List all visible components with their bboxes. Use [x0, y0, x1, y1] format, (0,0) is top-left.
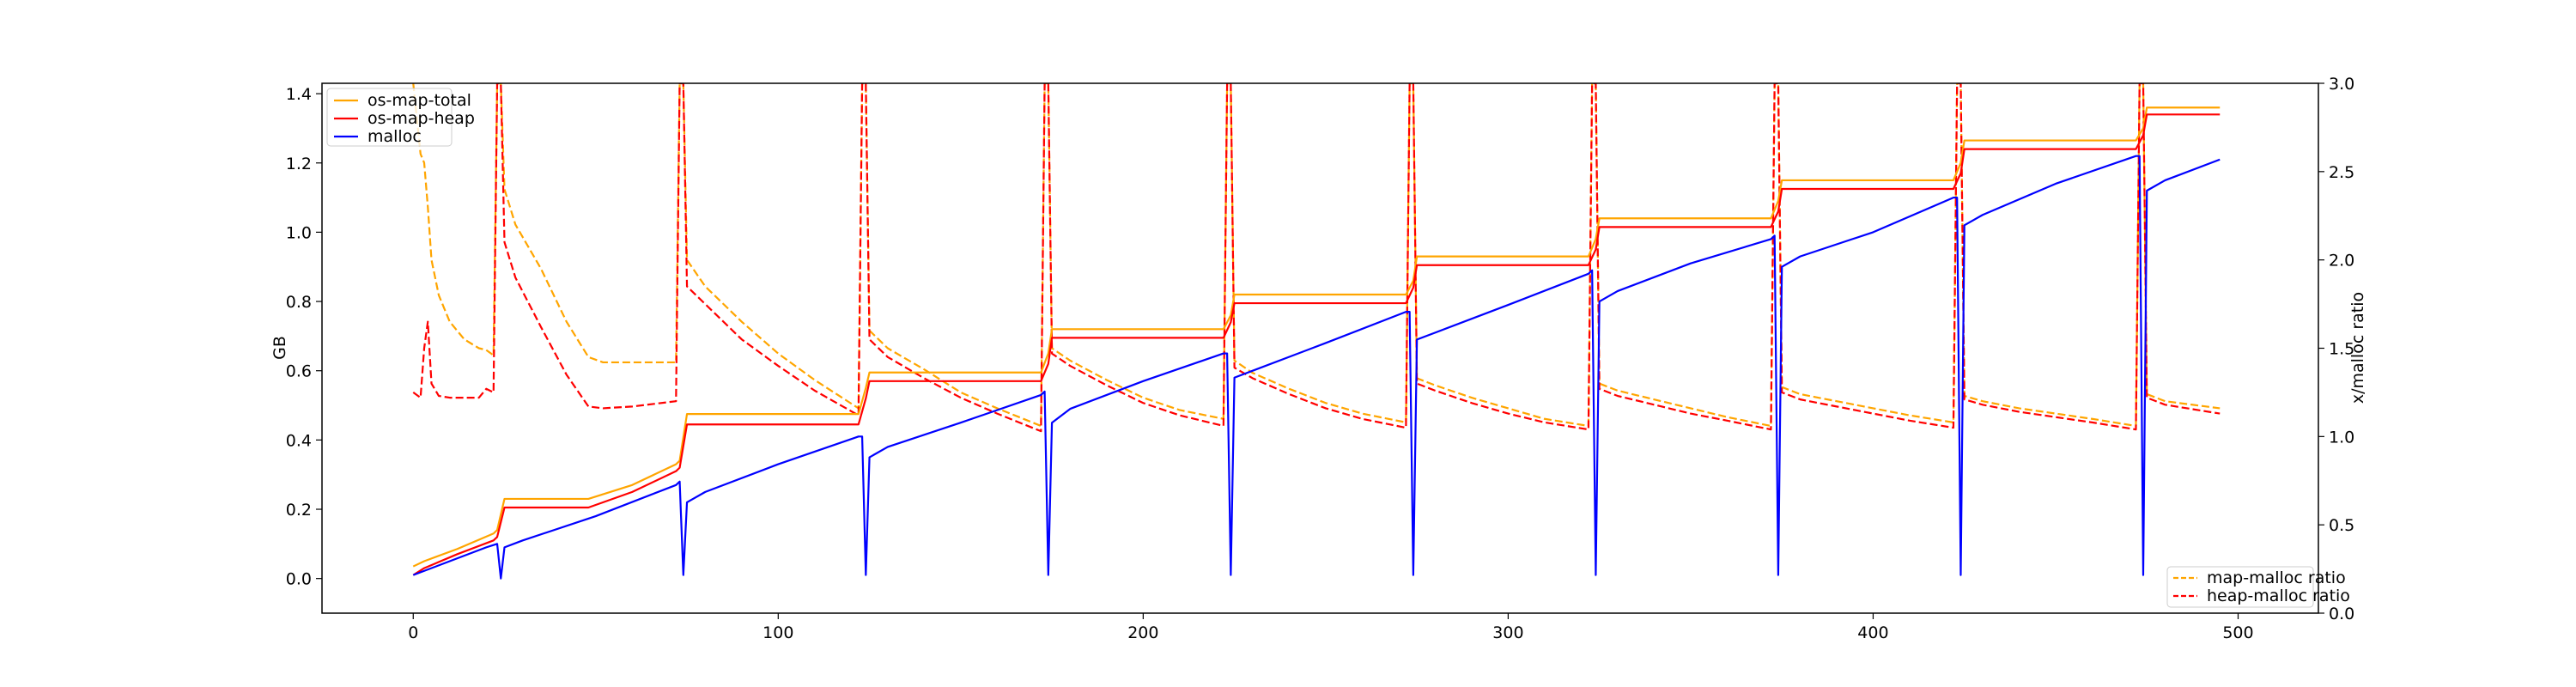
y-right-tick-label: 0.5 — [2329, 516, 2354, 535]
y-right-tick-label: 2.5 — [2329, 163, 2354, 182]
legend-label-os-map-heap: os-map-heap — [368, 109, 475, 128]
series-layer — [412, 83, 2221, 580]
y-axis-right: 0.0 0.5 1.0 1.5 2.0 2.5 3.0 — [2318, 75, 2354, 623]
y-left-tick-label: 1.2 — [286, 155, 312, 173]
x-tick-label: 400 — [1857, 623, 1888, 642]
legend-label-malloc: malloc — [368, 127, 422, 146]
y-right-tick-label: 1.0 — [2329, 428, 2354, 447]
y-right-tick-label: 0.0 — [2329, 605, 2354, 623]
legend-left-box — [326, 88, 453, 147]
y-left-tick-label: 0.2 — [286, 501, 312, 520]
y-axis-right-label: x/malloc ratio — [2348, 292, 2367, 404]
y-left-tick-label: 0.8 — [286, 293, 312, 312]
y-right-tick-label: 2.0 — [2329, 252, 2354, 271]
y-left-tick-label: 0.0 — [286, 570, 312, 589]
y-left-tick-label: 1.0 — [286, 223, 312, 242]
x-tick-label: 300 — [1492, 623, 1523, 642]
legend-right-box — [2166, 566, 2314, 608]
series-line-os-map-total — [412, 106, 2221, 568]
x-tick-label: 200 — [1127, 623, 1158, 642]
x-tick-label: 0 — [408, 623, 418, 642]
y-right-tick-label: 3.0 — [2329, 75, 2354, 94]
y-right-tick-label: 1.5 — [2329, 340, 2354, 359]
y-left-tick-label: 1.4 — [286, 85, 312, 104]
y-axis-left: 0.0 0.2 0.4 0.6 0.8 1.0 1.2 1.4 — [286, 85, 322, 589]
x-axis: 0 100 200 300 400 500 — [408, 613, 2254, 642]
x-tick-label: 100 — [762, 623, 793, 642]
legend-label-heap-malloc-ratio: heap-malloc ratio — [2207, 587, 2350, 605]
legend-label-os-map-total: os-map-total — [368, 91, 471, 110]
series-line-os-map-heap — [412, 113, 2221, 576]
series-line-heap-malloc-ratio — [412, 83, 2221, 433]
series-line-malloc — [412, 155, 2221, 580]
y-left-tick-label: 0.4 — [286, 431, 312, 450]
y-left-tick-label: 0.6 — [286, 362, 312, 381]
y-axis-left-label: GB — [270, 336, 289, 360]
x-tick-label: 500 — [2222, 623, 2253, 642]
legend-label-map-malloc-ratio: map-malloc ratio — [2207, 568, 2346, 587]
